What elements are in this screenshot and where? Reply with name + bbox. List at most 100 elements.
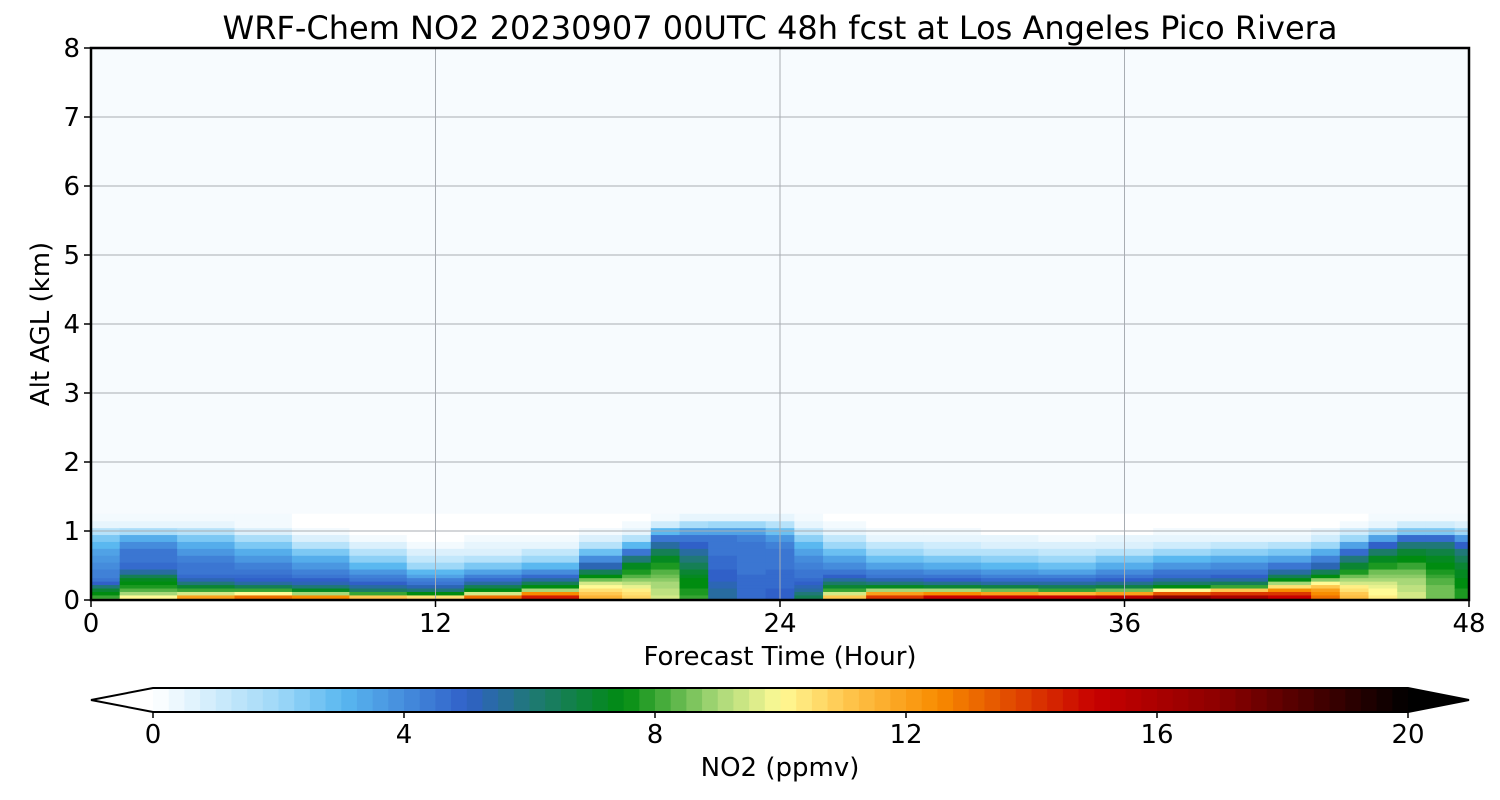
colorbar-segment — [1282, 688, 1299, 712]
heatmap-cell — [1425, 562, 1456, 570]
heatmap-cell — [119, 584, 178, 589]
heatmap-cell — [119, 513, 178, 522]
heatmap-cell — [1153, 541, 1212, 549]
heatmap-cell — [579, 581, 623, 586]
heatmap-cell — [91, 591, 121, 596]
heatmap-cell — [291, 520, 350, 529]
colorbar-segment — [231, 688, 248, 712]
heatmap-cell — [980, 520, 1039, 529]
heatmap-cell — [1425, 587, 1456, 592]
colorbar-segment — [780, 688, 797, 712]
heatmap-cell — [177, 587, 236, 592]
heatmap-cell — [823, 555, 867, 563]
heatmap-cell — [464, 591, 523, 596]
heatmap-cell — [1397, 584, 1427, 589]
heatmap-cell — [1425, 548, 1456, 556]
heatmap-cell — [866, 584, 925, 589]
heatmap-cell — [1339, 555, 1370, 563]
heatmap-cell — [1397, 513, 1427, 522]
colorbar-extend-low — [91, 688, 153, 712]
heatmap-cell — [736, 555, 767, 563]
heatmap-cell — [1311, 548, 1341, 556]
heatmap-cell — [349, 534, 408, 542]
heatmap-cell — [1210, 513, 1269, 522]
heatmap-cell — [679, 594, 709, 599]
heatmap-cell — [650, 513, 681, 522]
heatmap-cell — [349, 568, 408, 575]
heatmap-cell — [679, 587, 709, 592]
heatmap-cell — [291, 574, 350, 579]
heatmap-cell — [521, 577, 580, 582]
heatmap-cell — [1311, 513, 1341, 522]
heatmap-cell — [923, 574, 982, 579]
colorbar-ticks: 0 4 8 12 16 20 — [145, 712, 1425, 750]
heatmap-cell — [1153, 534, 1212, 542]
heatmap-cell — [1038, 568, 1097, 575]
heatmap-cell — [650, 587, 681, 592]
heatmap-cell — [650, 568, 681, 575]
heatmap-cell — [1425, 594, 1456, 599]
heatmap-cell — [1425, 541, 1456, 549]
heatmap-cell — [349, 520, 408, 529]
heatmap-cell — [1397, 541, 1427, 549]
heatmap-cell — [234, 581, 293, 586]
heatmap-cell — [650, 591, 681, 596]
heatmap-cell — [119, 574, 178, 579]
heatmap-cell — [521, 594, 580, 599]
y-tick-label: 4 — [63, 310, 80, 340]
heatmap-cell — [91, 534, 121, 542]
colorbar-segment — [1047, 688, 1064, 712]
heatmap-cell — [521, 534, 580, 542]
heatmap-cell — [679, 568, 709, 575]
heatmap-cell — [234, 520, 293, 529]
colorbar-segment — [827, 688, 844, 712]
colorbar-segment — [1125, 688, 1142, 712]
heatmap-cell — [579, 594, 623, 599]
heatmap-cell — [1368, 534, 1398, 542]
heatmap-cell — [866, 534, 925, 542]
heatmap-cell — [579, 591, 623, 596]
colorbar-segment — [1360, 688, 1378, 712]
heatmap-cell — [1210, 594, 1269, 599]
heatmap-cell — [622, 513, 652, 522]
heatmap-cell — [1311, 581, 1341, 586]
heatmap-cell — [622, 548, 652, 556]
colorbar-segment — [153, 688, 170, 712]
heatmap-cell — [923, 548, 982, 556]
heatmap-cell — [521, 513, 580, 522]
heatmap-cell — [1153, 574, 1212, 579]
heatmap-cell — [1210, 574, 1269, 579]
heatmap-cell — [794, 574, 824, 579]
heatmap-cell — [823, 577, 867, 582]
x-tick-label: 48 — [1452, 609, 1485, 639]
colorbar-segment — [623, 688, 640, 712]
heatmap-cell — [866, 577, 925, 582]
heatmap-cell — [464, 562, 523, 570]
y-tick-label: 5 — [63, 241, 80, 271]
heatmap-cell — [794, 513, 824, 522]
heatmap-cell — [521, 587, 580, 592]
y-tick-label: 6 — [63, 172, 80, 202]
heatmap-cell — [464, 577, 523, 582]
colorbar-segment — [607, 688, 625, 712]
heatmap-cell — [679, 591, 709, 596]
colorbar-segment — [670, 688, 687, 712]
heatmap-cell — [866, 574, 925, 579]
heatmap-cell — [91, 513, 121, 522]
colorbar-segment — [215, 688, 232, 712]
heatmap-cell — [1425, 568, 1456, 575]
colorbar-segment — [513, 688, 530, 712]
heatmap-cell — [1425, 513, 1456, 522]
heatmap-cell — [119, 520, 178, 529]
colorbar-segment — [1157, 688, 1174, 712]
heatmap-cell — [91, 574, 121, 579]
heatmap-cell — [794, 534, 824, 542]
heatmap-cell — [1454, 520, 1470, 529]
heatmap-cell — [1397, 534, 1427, 542]
colorbar-segment — [858, 688, 876, 712]
heatmap-cell — [119, 587, 178, 592]
heatmap-cell — [349, 562, 408, 570]
heatmap-cell — [708, 562, 738, 570]
heatmap-cell — [464, 520, 523, 529]
